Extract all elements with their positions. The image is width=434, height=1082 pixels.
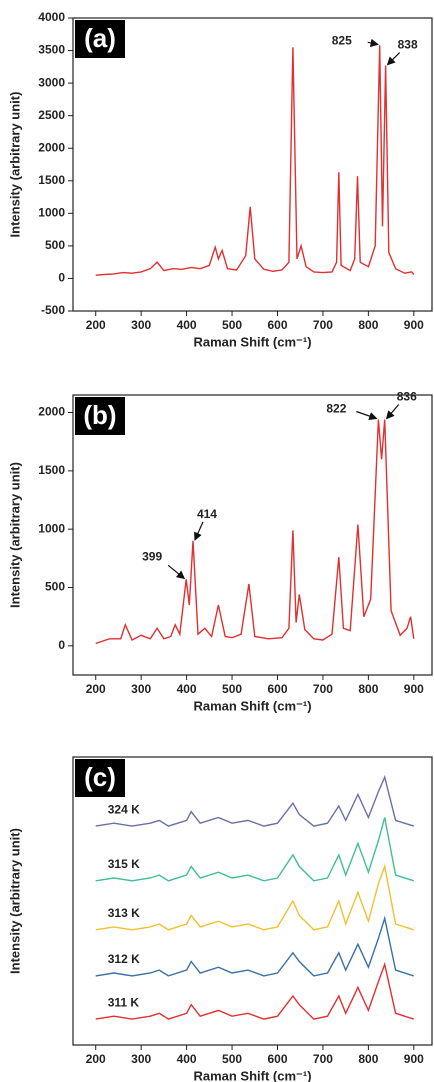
panel-label: (c) bbox=[84, 762, 116, 792]
series-label: 315 K bbox=[108, 857, 140, 871]
x-axis-title: Raman Shift (cm⁻¹) bbox=[193, 334, 311, 349]
x-tick-label: 800 bbox=[358, 1052, 378, 1066]
y-tick-label: 0 bbox=[58, 638, 65, 652]
annotation-arrow bbox=[385, 404, 400, 420]
x-tick-label: 900 bbox=[404, 318, 424, 332]
x-tick-label: 200 bbox=[86, 1052, 106, 1066]
y-tick-label: 500 bbox=[45, 238, 65, 252]
annotation-arrow bbox=[194, 521, 204, 541]
series-label: 312 K bbox=[108, 952, 140, 966]
spectrum-line bbox=[95, 863, 415, 931]
annotation: 836 bbox=[397, 390, 417, 404]
annotation-arrow bbox=[167, 564, 186, 580]
x-tick-label: 700 bbox=[313, 318, 333, 332]
x-tick-label: 500 bbox=[222, 1052, 242, 1066]
series-label: 311 K bbox=[108, 995, 140, 1009]
spectrum-line bbox=[95, 915, 415, 977]
x-tick-label: 600 bbox=[267, 1052, 287, 1066]
annotation-arrow bbox=[367, 38, 379, 48]
x-tick-label: 500 bbox=[222, 682, 242, 696]
panel-label-box bbox=[75, 397, 125, 435]
y-tick-label: -500 bbox=[41, 303, 65, 317]
plot-frame bbox=[72, 394, 433, 676]
y-tick-label: 1000 bbox=[38, 206, 65, 220]
y-tick-label: 0 bbox=[58, 271, 65, 285]
y-tick-label: 2000 bbox=[38, 140, 65, 154]
plot-frame bbox=[72, 756, 433, 1046]
annotation: 414 bbox=[197, 507, 217, 521]
x-tick-label: 200 bbox=[86, 682, 106, 696]
x-tick-label: 300 bbox=[131, 682, 151, 696]
annotation: 399 bbox=[142, 550, 162, 564]
panel-label: (a) bbox=[84, 23, 116, 53]
x-tick-label: 200 bbox=[86, 318, 106, 332]
x-axis-title: Raman Shift (cm⁻¹) bbox=[193, 698, 311, 713]
x-tick-label: 900 bbox=[404, 1052, 424, 1066]
panel-label-box bbox=[75, 759, 125, 797]
annotation: 825 bbox=[332, 34, 352, 48]
annotation: 838 bbox=[398, 38, 418, 52]
y-tick-label: 1500 bbox=[38, 173, 65, 187]
x-tick-label: 400 bbox=[177, 318, 197, 332]
x-tick-label: 800 bbox=[358, 318, 378, 332]
x-tick-label: 700 bbox=[313, 1052, 333, 1066]
spectrum-line bbox=[95, 817, 415, 882]
x-tick-label: 600 bbox=[267, 318, 287, 332]
panel-label: (b) bbox=[83, 400, 116, 430]
x-axis-title: Raman Shift (cm⁻¹) bbox=[193, 1068, 311, 1082]
y-tick-label: 4000 bbox=[38, 10, 65, 24]
y-tick-label: 2000 bbox=[38, 405, 65, 419]
x-tick-label: 300 bbox=[131, 318, 151, 332]
y-axis-title: Intensity (arbitrary unit) bbox=[7, 92, 22, 238]
spectrum-line bbox=[95, 775, 415, 827]
x-tick-label: 800 bbox=[358, 682, 378, 696]
x-tick-label: 600 bbox=[267, 682, 287, 696]
x-tick-label: 400 bbox=[177, 682, 197, 696]
y-tick-label: 3000 bbox=[38, 75, 65, 89]
series-label: 324 K bbox=[108, 802, 140, 816]
x-tick-label: 500 bbox=[222, 318, 242, 332]
spectrum-line bbox=[95, 45, 415, 276]
panel-label-box bbox=[75, 20, 125, 58]
y-axis-title: Intensity (arbitrary unit) bbox=[7, 828, 22, 974]
x-tick-label: 900 bbox=[404, 682, 424, 696]
spectrum-line bbox=[95, 419, 415, 645]
x-tick-label: 400 bbox=[177, 1052, 197, 1066]
x-tick-label: 300 bbox=[131, 1052, 151, 1066]
series-label: 313 K bbox=[108, 906, 140, 920]
y-tick-label: 2500 bbox=[38, 108, 65, 122]
y-tick-label: 1500 bbox=[38, 463, 65, 477]
y-tick-label: 3500 bbox=[38, 43, 65, 57]
y-tick-label: 500 bbox=[45, 580, 65, 594]
x-tick-label: 700 bbox=[313, 682, 333, 696]
y-tick-label: 1000 bbox=[38, 521, 65, 535]
annotation-arrow bbox=[386, 52, 401, 66]
y-axis-title: Intensity (arbitrary unit) bbox=[7, 462, 22, 608]
annotation: 822 bbox=[326, 402, 346, 416]
plot-frame bbox=[72, 17, 433, 312]
annotation-arrow bbox=[356, 410, 378, 421]
spectrum-line bbox=[95, 961, 415, 1020]
